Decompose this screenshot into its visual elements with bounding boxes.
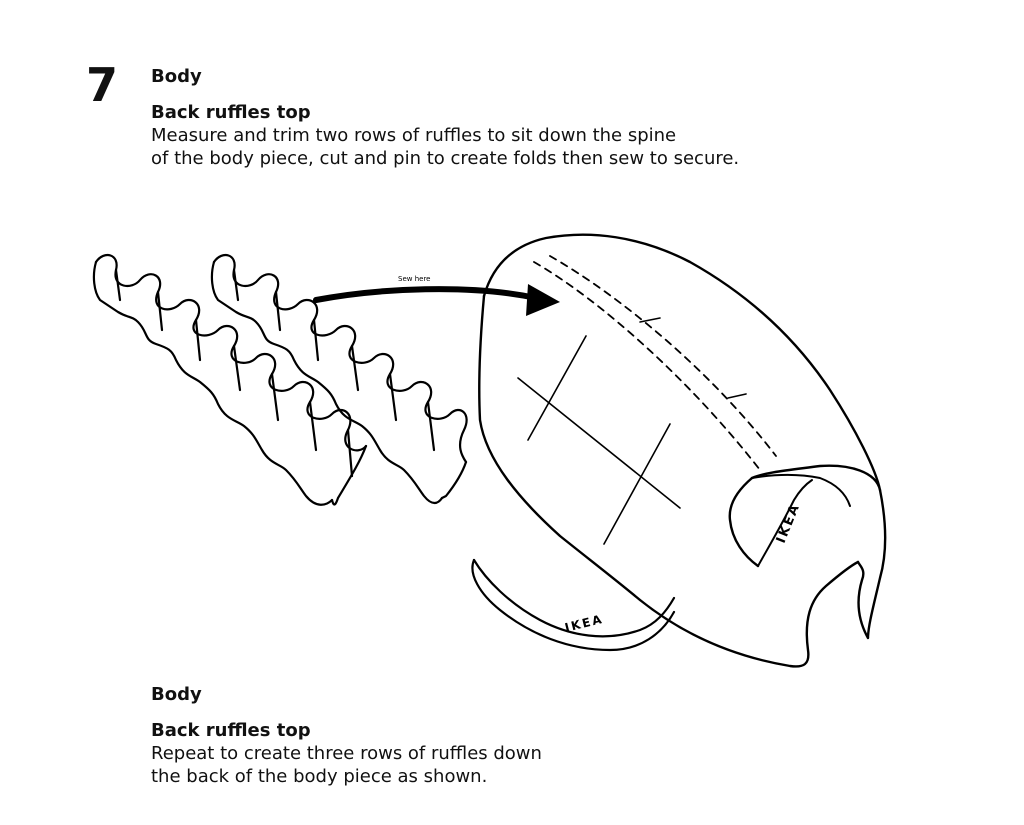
brand-text-side: IKEA <box>774 501 804 545</box>
instruction-line-2: of the body piece, cut and pin to create… <box>151 148 740 169</box>
top-instruction-block: Body Back ruffles top Measure and trim t… <box>151 66 739 170</box>
section-title: Body <box>151 66 202 87</box>
bottom-instruction-block: Body Back ruffles top Repeat to create t… <box>151 684 542 788</box>
sew-here-arrow <box>313 284 560 316</box>
instruction-line-1: Repeat to create three rows of ruffles d… <box>151 743 542 764</box>
subsection-title: Back ruffles top <box>151 102 311 123</box>
body-piece <box>471 233 887 668</box>
sew-here-label: Sew here <box>398 275 430 283</box>
brand-text-bottom: IKEA <box>563 612 604 635</box>
ruffle-strip-2 <box>210 253 468 505</box>
subsection-title: Back ruffles top <box>151 720 311 741</box>
section-title: Body <box>151 684 202 705</box>
step-number: 7 <box>86 58 119 112</box>
ruffle-strip-1 <box>92 253 368 506</box>
instruction-line-1: Measure and trim two rows of ruffles to … <box>151 125 677 146</box>
instruction-line-2: the back of the body piece as shown. <box>151 766 488 787</box>
